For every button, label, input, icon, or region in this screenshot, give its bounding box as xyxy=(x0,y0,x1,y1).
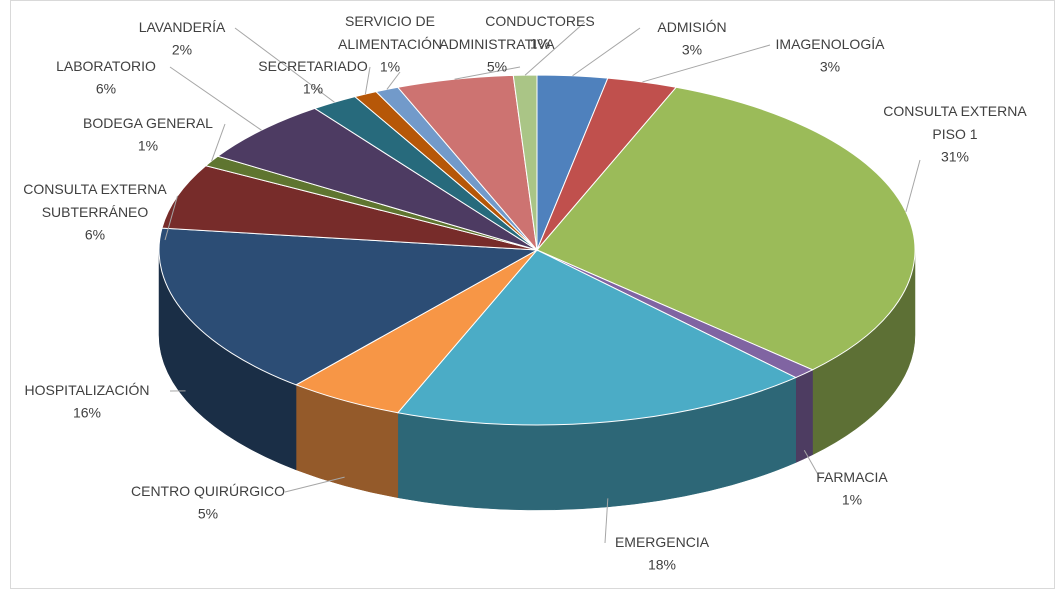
leader-line xyxy=(164,195,178,241)
data-value-label: 31% xyxy=(941,149,969,165)
data-value-label: 6% xyxy=(85,227,105,243)
data-value-label: 2% xyxy=(172,42,192,58)
data-label-line: PISO 1 xyxy=(932,126,977,142)
leader-line xyxy=(642,44,771,83)
data-label: HOSPITALIZACIÓN xyxy=(25,382,150,398)
data-value-label: 5% xyxy=(198,506,218,522)
chart-frame xyxy=(10,0,1055,589)
data-label-line: IMAGENOLOGÍA xyxy=(776,36,886,52)
slice xyxy=(512,74,538,251)
data-label: LABORATORIO xyxy=(56,58,156,74)
data-value-label: 6% xyxy=(96,81,116,97)
leader-line xyxy=(604,498,609,544)
leader-line xyxy=(803,449,821,479)
data-label-line: CONDUCTORES xyxy=(485,13,594,29)
slice xyxy=(161,165,538,251)
data-label-line: ALIMENTACIÓN xyxy=(338,36,442,52)
data-label: IMAGENOLOGÍA xyxy=(776,36,886,52)
data-label: BODEGA GENERAL xyxy=(83,115,213,131)
data-label-line: ADMISIÓN xyxy=(657,19,726,35)
data-label-line: LAVANDERÍA xyxy=(139,19,226,35)
data-label-line: ADMINISTRATIVA xyxy=(439,36,555,52)
data-label: CONSULTA EXTERNA PISO 1 xyxy=(883,103,1027,142)
slice-side xyxy=(795,369,813,463)
data-value-label: 1% xyxy=(530,36,550,52)
leader-line xyxy=(284,476,345,493)
leader-line xyxy=(169,66,262,131)
data-value-label: 3% xyxy=(682,42,702,58)
slice xyxy=(158,227,539,386)
leader-line xyxy=(572,27,641,77)
leader-line xyxy=(454,66,521,80)
data-label-line: CONSULTA EXTERNA xyxy=(883,103,1027,119)
slice xyxy=(216,107,538,251)
data-value-label: 16% xyxy=(73,405,101,421)
data-label: CONDUCTORES xyxy=(485,13,594,29)
data-value-label: 1% xyxy=(842,492,862,508)
data-label: LAVANDERÍA xyxy=(139,19,226,35)
data-label-line: CONSULTA EXTERNA xyxy=(23,181,167,197)
data-label: CONSULTA EXTERNA SUBTERRÁNEO xyxy=(23,181,167,220)
pie-sides xyxy=(158,249,916,511)
data-label: ADMISIÓN xyxy=(657,19,726,35)
data-label-line: FARMACIA xyxy=(816,469,888,485)
leader-line xyxy=(234,27,335,103)
data-value-label: 3% xyxy=(820,59,840,75)
data-label-line: LABORATORIO xyxy=(56,58,156,74)
leader-line xyxy=(524,21,586,76)
leader-line xyxy=(211,123,226,162)
data-label-line: HOSPITALIZACIÓN xyxy=(25,382,150,398)
leader-line xyxy=(364,66,371,95)
data-label: CENTRO QUIRÚRGICO xyxy=(131,483,285,499)
data-label: FARMACIA xyxy=(816,469,888,485)
data-label-line: EMERGENCIA xyxy=(615,534,710,550)
data-label: SECRETARIADO xyxy=(258,58,368,74)
data-value-label: 1% xyxy=(303,81,323,97)
data-label-line: SECRETARIADO xyxy=(258,58,368,74)
leader-line xyxy=(386,71,401,90)
data-label: SERVICIO DE ALIMENTACIÓN xyxy=(338,13,442,52)
data-value-label: 1% xyxy=(138,138,158,154)
slice xyxy=(396,249,797,426)
data-value-label: 18% xyxy=(648,557,676,573)
slice xyxy=(536,86,916,371)
data-label-line: SERVICIO DE xyxy=(345,13,435,29)
data-label-line: SUBTERRÁNEO xyxy=(42,204,149,220)
leader-line xyxy=(905,159,921,212)
data-label: ADMINISTRATIVA xyxy=(439,36,555,52)
data-label-line: BODEGA GENERAL xyxy=(83,115,213,131)
data-value-label: 5% xyxy=(487,59,507,75)
data-value-label: 1% xyxy=(380,59,400,75)
data-label-line: CENTRO QUIRÚRGICO xyxy=(131,483,285,499)
data-label: EMERGENCIA xyxy=(615,534,710,550)
